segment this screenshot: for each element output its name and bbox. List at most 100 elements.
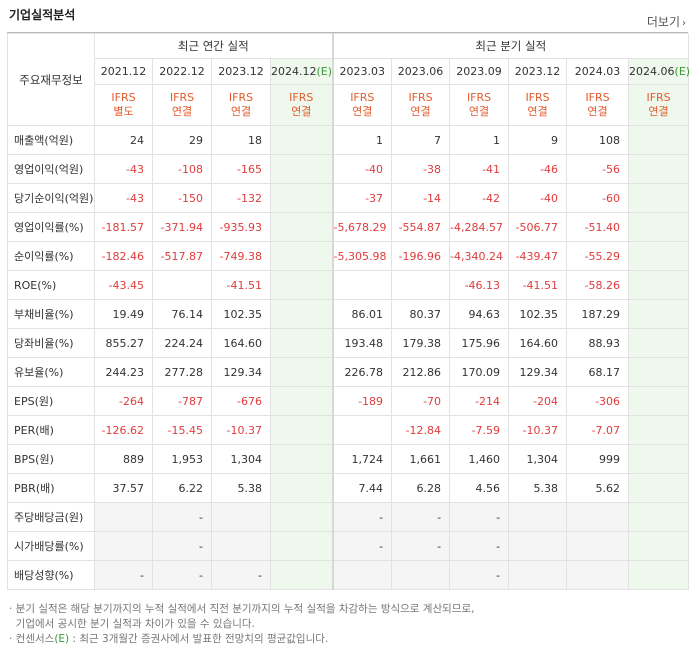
table-cell: -41 xyxy=(449,154,510,184)
chevron-right-icon: › xyxy=(682,18,686,29)
period-header: 2023.03 xyxy=(331,58,393,85)
footnotes: · 분기 실적은 해당 분기까지의 누적 실적에서 직전 분기까지의 누적 실적… xyxy=(9,602,474,647)
footnote-consensus: · 컨센서스(E) : 최근 3개월간 증권사에서 발표한 전망치의 평균값입니… xyxy=(9,632,474,647)
table-row: 유보율(%) 244.23 277.28 129.34 226.78 212.86 170.… xyxy=(7,357,690,387)
standard-header: IFRS 연결 xyxy=(449,84,510,126)
table-cell xyxy=(508,560,568,590)
table-cell: -306 xyxy=(566,386,630,416)
annual-group-header: 최근 연간 실적 xyxy=(93,33,334,59)
table-cell: 1,304 xyxy=(508,444,568,474)
table-cell: -41.51 xyxy=(211,270,271,300)
table-cell: 6.22 xyxy=(152,473,212,503)
table-cell: - xyxy=(152,560,212,590)
table-cell xyxy=(269,357,334,387)
standard-header: IFRS 연결 xyxy=(152,84,212,126)
table-cell xyxy=(628,183,690,213)
table-row: PER(배) -126.62 -15.45 -10.37 -12.84 -7.59 -10.… xyxy=(7,415,690,445)
table-cell: 24 xyxy=(94,125,153,155)
standard-header: IFRS 연결 xyxy=(211,84,271,126)
period-header: 2024.12(E) xyxy=(269,58,334,85)
table-cell: 212.86 xyxy=(391,357,451,387)
table-cell xyxy=(391,560,451,590)
table-cell xyxy=(628,270,690,300)
row-label: 영업이익(억원) xyxy=(7,154,95,184)
table-cell: -108 xyxy=(152,154,212,184)
estimate-mark: (E) xyxy=(54,633,70,645)
table-cell: 19.49 xyxy=(94,299,153,329)
table-cell: 68.17 xyxy=(566,357,630,387)
table-cell: -204 xyxy=(508,386,568,416)
row-label: 당좌비율(%) xyxy=(7,328,95,358)
table-cell xyxy=(269,212,334,242)
table-cell: -40 xyxy=(331,154,393,184)
table-cell: 102.35 xyxy=(211,299,271,329)
period-header: 2023.09 xyxy=(449,58,510,85)
table-cell: -15.45 xyxy=(152,415,212,445)
table-cell xyxy=(269,415,334,445)
table-cell: -126.62 xyxy=(94,415,153,445)
table-cell xyxy=(628,299,690,329)
table-cell: -264 xyxy=(94,386,153,416)
table-cell: -10.37 xyxy=(211,415,271,445)
row-label: PBR(배) xyxy=(7,473,95,503)
estimate-mark: (E) xyxy=(674,65,691,78)
table-cell xyxy=(152,270,212,300)
table-row: 부채비율(%) 19.49 76.14 102.35 86.01 80.37 94.63 10… xyxy=(7,299,690,329)
table-cell: -46 xyxy=(508,154,568,184)
table-cell xyxy=(331,415,393,445)
table-cell: 1 xyxy=(331,125,393,155)
table-cell: 1,724 xyxy=(331,444,393,474)
table-row: 영업이익(억원) -43 -108 -165 -40 -38 -41 -46 -56 xyxy=(7,154,690,184)
table-cell: 7 xyxy=(391,125,451,155)
period-header: 2021.12 xyxy=(94,58,153,85)
table-cell: -181.57 xyxy=(94,212,153,242)
table-cell xyxy=(269,183,334,213)
table-cell: -38 xyxy=(391,154,451,184)
footnote-consensus-label: · 컨센서스 xyxy=(9,633,55,645)
table-cell: 164.60 xyxy=(508,328,568,358)
table-cell: 37.57 xyxy=(94,473,153,503)
table-cell xyxy=(628,415,690,445)
period-header: 2024.03 xyxy=(566,58,630,85)
table-cell: -196.96 xyxy=(391,241,451,271)
standard-header: IFRS 연결 xyxy=(508,84,568,126)
table-cell: 855.27 xyxy=(94,328,153,358)
table-cell: - xyxy=(449,531,510,561)
row-label: 주당배당금(원) xyxy=(7,502,95,532)
table-cell: -439.47 xyxy=(508,241,568,271)
table-cell: 179.38 xyxy=(391,328,451,358)
table-cell: 86.01 xyxy=(331,299,393,329)
table-cell xyxy=(331,270,393,300)
table-cell: 1,661 xyxy=(391,444,451,474)
table-cell: 108 xyxy=(566,125,630,155)
table-cell: 187.29 xyxy=(566,299,630,329)
table-cell: -4,340.24 xyxy=(449,241,510,271)
table-cell: -517.87 xyxy=(152,241,212,271)
table-cell: -40 xyxy=(508,183,568,213)
table-cell: - xyxy=(331,531,393,561)
table-row: 시가배당률(%) - - - - xyxy=(7,531,690,561)
table-cell: -7.07 xyxy=(566,415,630,445)
table-cell xyxy=(628,125,690,155)
table-cell: -10.37 xyxy=(508,415,568,445)
table-cell: -150 xyxy=(152,183,212,213)
table-cell xyxy=(269,560,334,590)
table-cell xyxy=(269,502,334,532)
more-link[interactable]: 더보기 › xyxy=(647,13,686,30)
period-header: 2023.12 xyxy=(508,58,568,85)
standard-header: IFRS 연결 xyxy=(269,84,334,126)
table-row: ROE(%) -43.45 -41.51 -46.13 -41.51 -58.26 xyxy=(7,270,690,300)
table-cell: -214 xyxy=(449,386,510,416)
table-cell xyxy=(628,502,690,532)
table-cell: 999 xyxy=(566,444,630,474)
quarter-group-header: 최근 분기 실적 xyxy=(331,33,690,59)
table-cell: 5.62 xyxy=(566,473,630,503)
standard-header: IFRS 연결 xyxy=(566,84,630,126)
table-cell: 9 xyxy=(508,125,568,155)
table-cell: 277.28 xyxy=(152,357,212,387)
table-cell: -165 xyxy=(211,154,271,184)
table-cell: 1,460 xyxy=(449,444,510,474)
table-cell: 4.56 xyxy=(449,473,510,503)
standard-header: IFRS 별도 xyxy=(94,84,153,126)
table-row: 주당배당금(원) - - - - xyxy=(7,502,690,532)
